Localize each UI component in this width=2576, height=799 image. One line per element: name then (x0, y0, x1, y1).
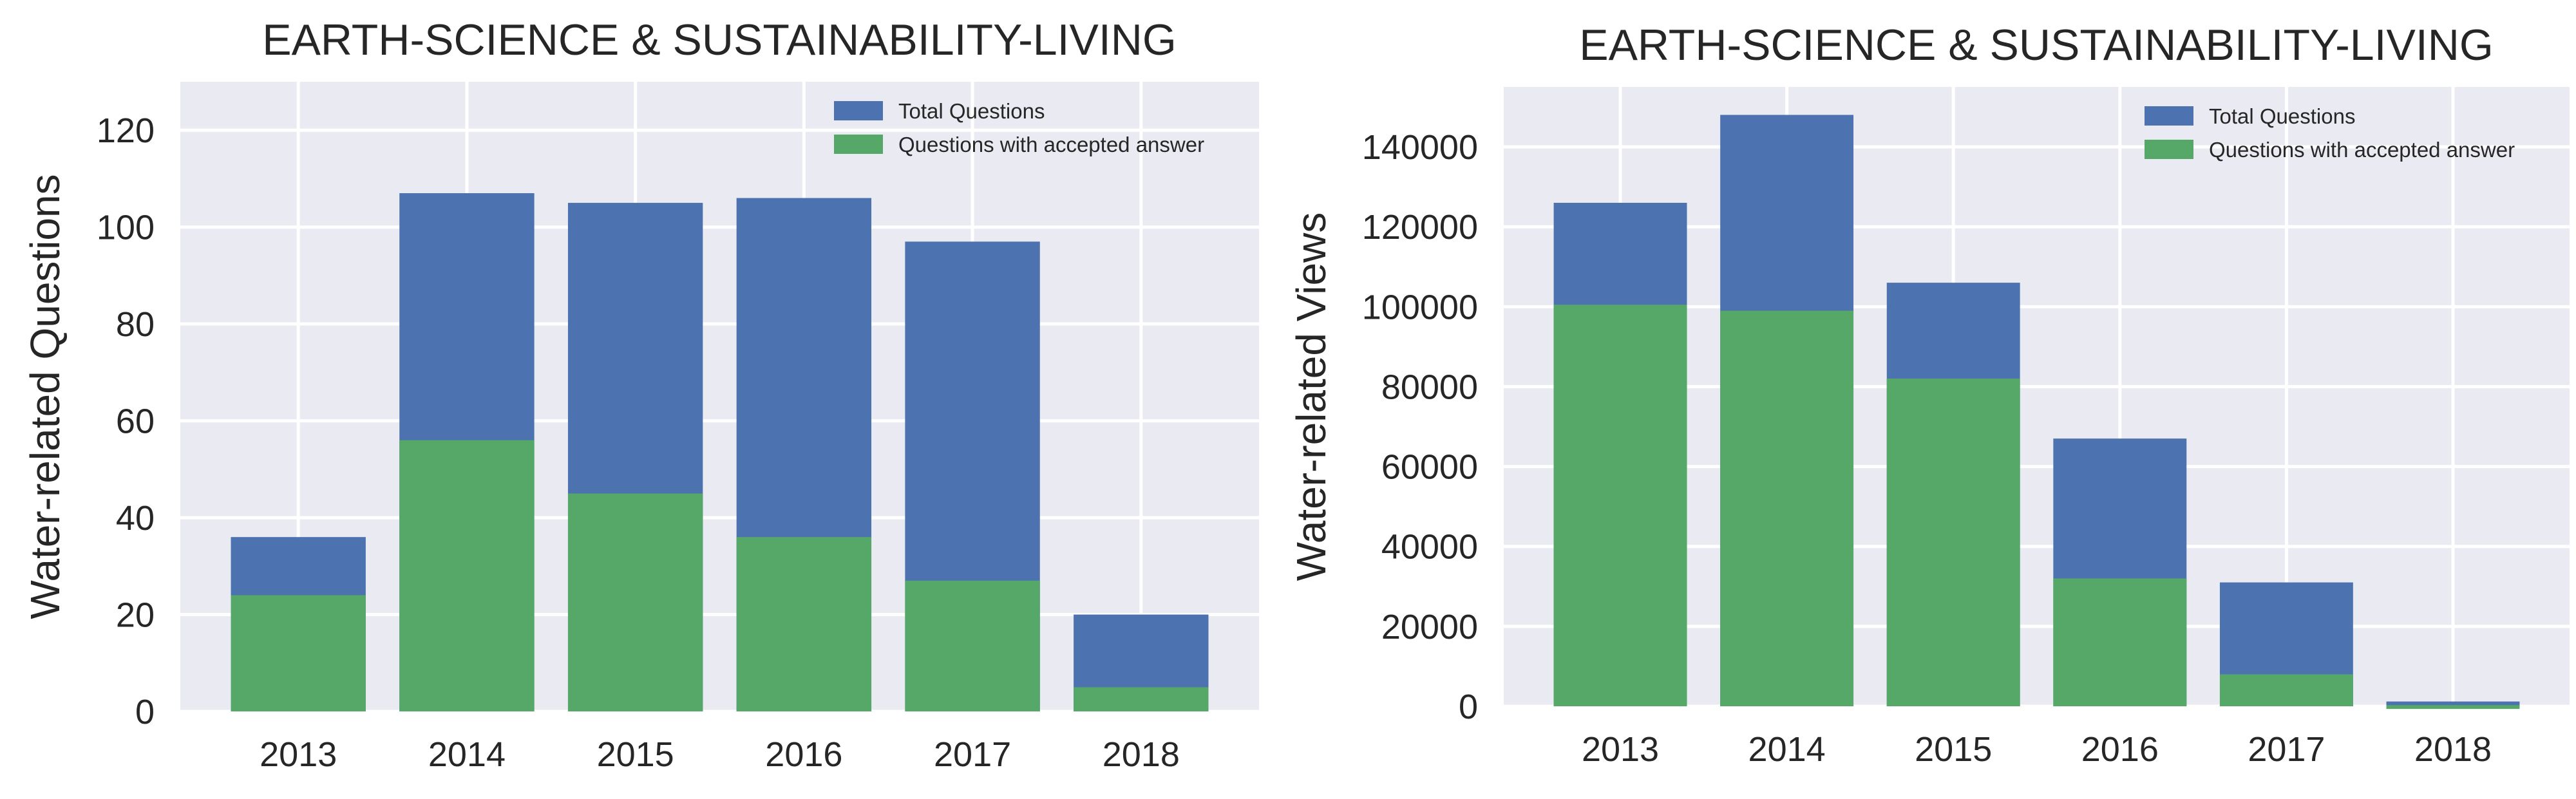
bar-accepted-2018 (2386, 705, 2520, 710)
bar-accepted-2015 (1886, 379, 2020, 706)
chart-title: EARTH-SCIENCE & SUSTAINABILITY-LIVING (1579, 21, 2494, 70)
x-tick-label: 2014 (428, 735, 506, 774)
y-tick-label: 20000 (1381, 608, 1478, 646)
x-tick-label: 2014 (1748, 730, 1826, 769)
y-tick-label: 80000 (1381, 368, 1478, 406)
y-tick-label: 140000 (1362, 128, 1478, 167)
bar-accepted-2018 (1074, 687, 1209, 711)
x-tick-label: 2016 (765, 735, 842, 774)
bar-accepted-2013 (231, 595, 366, 711)
y-tick-label: 40000 (1381, 528, 1478, 567)
bar-total-2018 (2386, 701, 2520, 706)
y-tick-label: 80 (116, 305, 155, 344)
x-tick-label: 2013 (260, 735, 337, 774)
chart-questions: 0 20 40 60 80 100 120 2013 2014 2015 2016 2017 2018 E… (22, 15, 1259, 774)
y-axis-label: Water-related Questions (22, 174, 68, 619)
x-tick-label: 2015 (1915, 730, 1992, 769)
bar-accepted-2013 (1553, 305, 1687, 707)
y-tick-label: 20 (116, 596, 155, 635)
y-tick-label: 120 (97, 111, 155, 150)
x-tick-label: 2013 (1582, 730, 1659, 769)
x-tick-label: 2018 (1103, 735, 1180, 774)
bar-accepted-2015 (567, 493, 703, 711)
bar-accepted-2017 (2219, 674, 2353, 706)
y-tick-label: 100 (97, 209, 155, 247)
legend-label: Questions with accepted answer (898, 133, 1204, 156)
bar-accepted-2014 (1720, 310, 1854, 706)
chart-views: 0 20000 40000 60000 80000 100000 120000 140000 2… (1288, 21, 2570, 769)
legend-swatch (834, 101, 883, 120)
x-tick-label: 2017 (2248, 730, 2325, 769)
bar-accepted-2016 (736, 537, 872, 711)
y-tick-label: 60 (116, 402, 155, 441)
legend-swatch (2145, 106, 2193, 126)
x-tick-label: 2018 (2414, 730, 2492, 769)
y-tick-label: 40 (116, 499, 155, 538)
y-axis-label: Water-related Views (1288, 212, 1334, 581)
legend-label: Total Questions (898, 99, 1045, 123)
legend-swatch (2145, 140, 2193, 159)
y-tick-label: 100000 (1362, 288, 1478, 326)
x-tick-label: 2015 (597, 735, 674, 774)
y-tick-label: 0 (135, 693, 155, 731)
bar-accepted-2014 (399, 440, 535, 711)
y-tick-label: 0 (1459, 688, 1478, 726)
legend-label: Total Questions (2209, 104, 2355, 128)
x-tick-label: 2017 (934, 735, 1011, 774)
y-tick-label: 120000 (1362, 208, 1478, 247)
y-tick-label: 60000 (1381, 448, 1478, 487)
x-tick-label: 2016 (2081, 730, 2159, 769)
chart-title: EARTH-SCIENCE & SUSTAINABILITY-LIVING (262, 15, 1177, 64)
legend-swatch (834, 135, 883, 154)
bar-accepted-2017 (905, 580, 1040, 711)
legend-label: Questions with accepted answer (2209, 138, 2515, 162)
bar-accepted-2016 (2053, 578, 2187, 706)
